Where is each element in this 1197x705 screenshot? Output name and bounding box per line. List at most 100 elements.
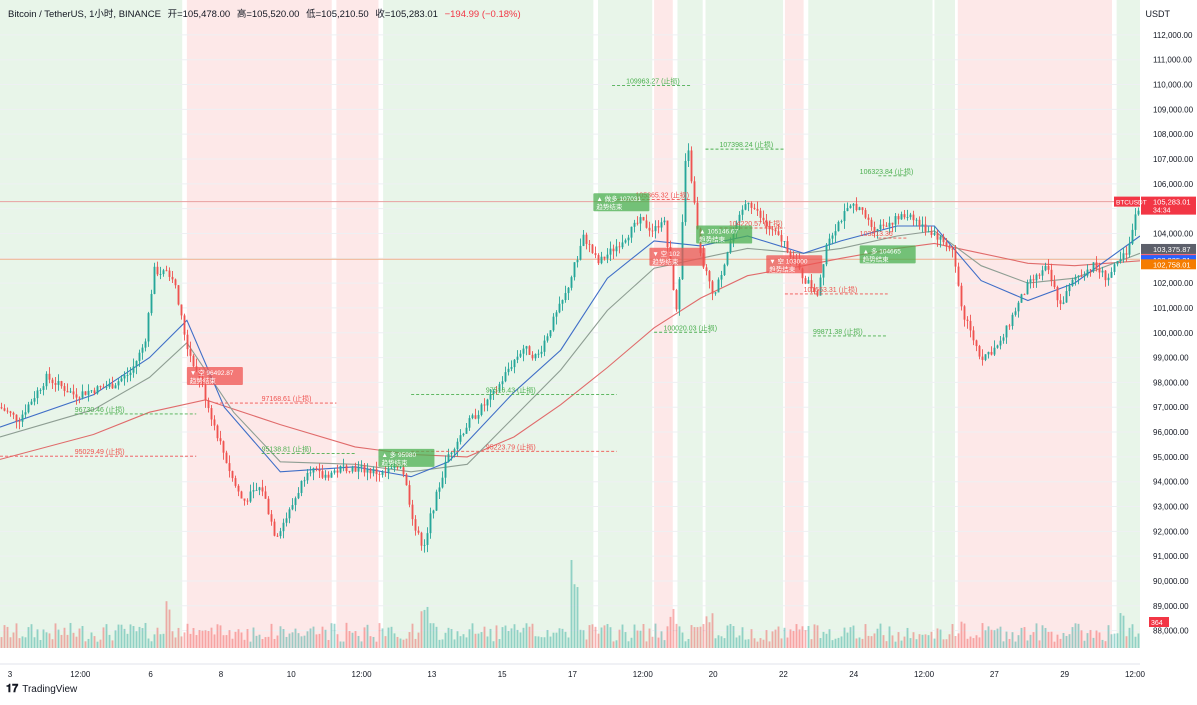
- candle-90: [270, 514, 273, 522]
- candle-69: [207, 400, 210, 409]
- candle-22: [66, 390, 69, 393]
- bg-region-6: [677, 0, 703, 648]
- volume-bar-60: [180, 636, 183, 648]
- volume-bar-151: [453, 639, 456, 648]
- candle-299: [897, 216, 900, 220]
- volume-bar-23: [69, 622, 72, 648]
- candle-130: [390, 468, 393, 469]
- volume-bar-155: [465, 637, 468, 648]
- candle-213: [639, 217, 642, 224]
- candle-27: [81, 391, 84, 398]
- volume-bar-369: [1107, 625, 1110, 648]
- volume-bar-191: [573, 584, 576, 648]
- candle-377: [1131, 229, 1134, 244]
- candle-167: [501, 381, 504, 385]
- candle-369: [1107, 277, 1110, 281]
- candle-290: [870, 219, 873, 227]
- volume-bar-57: [171, 631, 174, 648]
- price-tick-24: 112,000.00: [1153, 31, 1193, 40]
- volume-bar-342: [1026, 640, 1029, 648]
- candle-301: [903, 214, 906, 218]
- candle-45: [135, 360, 138, 367]
- volume-bar-8: [24, 637, 27, 648]
- candle-357: [1071, 279, 1074, 286]
- volume-bar-281: [843, 627, 846, 648]
- volume-bar-172: [516, 629, 519, 648]
- candle-374: [1122, 253, 1125, 260]
- signal-box-0: [186, 366, 243, 385]
- horizontal-price-lines: [0, 201, 1140, 260]
- volume-bar-310: [930, 631, 933, 648]
- candle-85: [255, 490, 258, 491]
- time-axis: 3 12:00 6 8 10 12:00 13 15 17 12:00 20 22 24 12:00 27 2…: [0, 663, 1146, 679]
- volume-bar-329: [987, 626, 990, 648]
- candle-3: [9, 411, 12, 413]
- candle-115: [345, 465, 348, 472]
- volume-bar-283: [849, 627, 852, 648]
- volume-bar-97: [291, 632, 294, 648]
- volume-bar-121: [363, 627, 366, 648]
- volume-bar-131: [393, 633, 396, 648]
- candle-375: [1125, 253, 1128, 255]
- volume-bar-187: [561, 628, 564, 648]
- candle-185: [555, 312, 558, 317]
- candle-293: [879, 224, 882, 230]
- volume-bar-339: [1017, 635, 1020, 648]
- volume-bar-157: [471, 623, 474, 648]
- candle-101: [303, 480, 306, 482]
- candle-224: [672, 265, 675, 291]
- volume-bar-86: [258, 634, 261, 648]
- candle-261: [783, 241, 786, 242]
- volume-bar-197: [591, 624, 594, 648]
- volume-bar-76: [228, 630, 231, 648]
- candle-201: [603, 256, 606, 259]
- candle-286: [858, 207, 861, 211]
- volume-bar-320: [960, 621, 963, 648]
- candle-47: [141, 347, 144, 353]
- tradingview-logo[interactable]: 𝟏𝟕 TradingView: [6, 683, 77, 696]
- volume-bar-154: [462, 634, 465, 648]
- candle-19: [57, 381, 60, 385]
- candle-212: [636, 222, 639, 224]
- candle-89: [267, 498, 270, 515]
- volume-bar-207: [621, 624, 624, 648]
- candle-254: [762, 217, 765, 221]
- candle-329: [987, 351, 990, 355]
- candle-178: [534, 354, 537, 359]
- low-value: 低=105,210.50: [306, 9, 369, 20]
- candle-351: [1053, 281, 1056, 287]
- candle-155: [465, 427, 468, 434]
- volume-bar-10: [30, 624, 33, 648]
- volume-bar-174: [522, 627, 525, 648]
- volume-bar-230: [690, 625, 693, 648]
- level-label-13: 106323.84 (止损): [860, 167, 914, 176]
- candle-226: [678, 279, 681, 310]
- candle-256: [768, 226, 771, 230]
- volume-bar-128: [384, 636, 387, 648]
- volume-bar-38: [114, 630, 117, 648]
- volume-bar-363: [1089, 629, 1092, 648]
- volume-bar-99: [297, 633, 300, 648]
- candle-221: [663, 220, 666, 223]
- time-tick-7: 15: [498, 670, 507, 679]
- candle-289: [867, 217, 870, 220]
- candle-304: [912, 214, 915, 221]
- volume-bar-44: [132, 626, 135, 648]
- candle-108: [324, 474, 327, 478]
- candle-153: [459, 435, 462, 442]
- volume-bar-31: [93, 636, 96, 648]
- candle-113: [339, 466, 342, 473]
- volume-bar-120: [360, 641, 363, 648]
- price-label-4: 102,758.01: [1153, 260, 1191, 269]
- price-tick-22: 110,000.00: [1153, 81, 1193, 90]
- candle-118: [354, 466, 357, 472]
- volume-bar-21: [63, 627, 66, 648]
- candle-188: [564, 293, 567, 301]
- candle-133: [399, 467, 402, 469]
- volume-bar-272: [816, 625, 819, 648]
- volume-bar-193: [579, 629, 582, 648]
- candle-121: [363, 465, 366, 473]
